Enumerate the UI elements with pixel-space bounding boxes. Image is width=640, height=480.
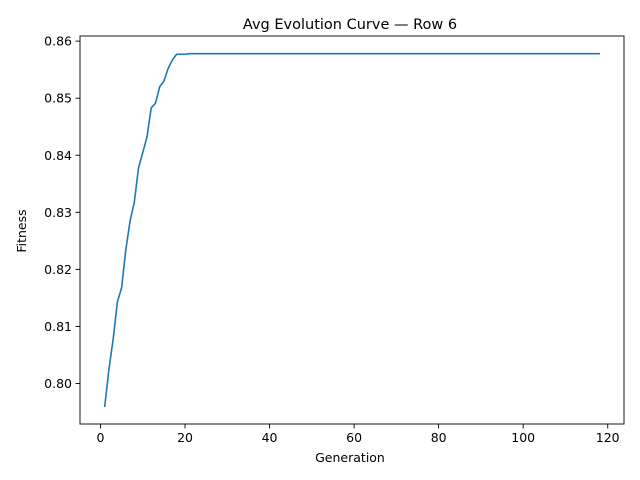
x-tick-label: 120 <box>596 430 620 445</box>
axis-ticks: 0 20 40 60 80 100 120 0.80 0.81 0.82 0.83 0.84 0.85 0… <box>44 34 620 445</box>
y-axis-label: Fitness <box>14 209 29 252</box>
y-tick-label: 0.83 <box>44 205 72 220</box>
x-tick-label: 40 <box>262 430 278 445</box>
axes-frame <box>79 35 625 425</box>
y-tick-label: 0.80 <box>44 376 72 391</box>
x-axis-label: Generation <box>315 450 385 465</box>
x-tick-label: 60 <box>346 430 362 445</box>
x-tick-label: 0 <box>97 430 105 445</box>
y-tick-label: 0.84 <box>44 148 72 163</box>
series-line-0 <box>103 52 601 408</box>
x-tick-label: 80 <box>431 430 447 445</box>
y-tick-label: 0.86 <box>44 34 72 49</box>
plot-area <box>79 35 625 425</box>
chart-title: Avg Evolution Curve — Row 6 <box>243 17 457 33</box>
y-tick-label: 0.82 <box>44 262 72 277</box>
y-tick-label: 0.85 <box>44 91 72 106</box>
y-tick-label: 0.81 <box>44 319 72 334</box>
x-tick-label: 100 <box>511 430 535 445</box>
x-tick-label: 20 <box>177 430 193 445</box>
